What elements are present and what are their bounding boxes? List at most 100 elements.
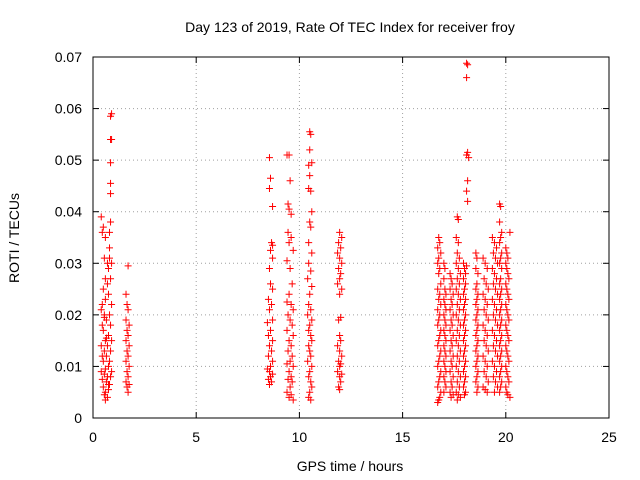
data-point [440, 311, 448, 319]
data-point [269, 316, 277, 324]
data-point [505, 275, 513, 283]
data-point [473, 311, 481, 319]
data-point [488, 234, 496, 241]
data-point [336, 254, 344, 262]
data-point [503, 326, 511, 334]
data-point [496, 218, 504, 226]
data-point [491, 316, 499, 324]
data-point [472, 301, 480, 309]
data-point [337, 270, 345, 278]
data-point [474, 368, 482, 376]
data-point [306, 388, 314, 396]
data-point [288, 378, 296, 386]
data-point [446, 347, 454, 355]
data-point [304, 311, 312, 319]
data-point [472, 285, 480, 293]
x-tick-label: 5 [192, 429, 200, 445]
data-point [306, 347, 314, 355]
data-point [265, 264, 273, 272]
data-point [101, 396, 109, 404]
data-point [504, 311, 512, 319]
data-point [465, 154, 473, 162]
data-point [335, 239, 343, 247]
data-point [462, 342, 470, 350]
data-point [454, 215, 462, 223]
data-point [440, 388, 448, 396]
data-point [102, 352, 110, 360]
data-point [448, 321, 456, 329]
data-point [124, 262, 132, 270]
data-point [99, 326, 107, 334]
grid [93, 57, 609, 418]
data-point [306, 172, 314, 180]
data-point [434, 399, 442, 407]
data-point [308, 249, 316, 257]
data-point [483, 331, 491, 339]
data-point [498, 316, 506, 324]
data-point [461, 347, 469, 355]
data-point [483, 362, 491, 370]
data-point [305, 301, 313, 309]
data-point [453, 396, 461, 404]
data-point [307, 396, 315, 404]
data-point [267, 174, 275, 182]
data-point [497, 275, 505, 283]
data-point [337, 244, 345, 252]
data-point [289, 331, 297, 339]
data-point [498, 378, 506, 386]
data-point [336, 275, 344, 283]
data-point [463, 59, 471, 67]
data-point [101, 234, 109, 241]
data-point [283, 326, 291, 334]
data-point [338, 285, 346, 293]
data-point [268, 347, 276, 355]
data-point [289, 246, 297, 254]
data-point [98, 228, 106, 236]
data-point [436, 352, 444, 360]
data-point [472, 249, 480, 257]
data-point [493, 244, 501, 252]
data-point [502, 321, 510, 329]
data-point [267, 280, 275, 288]
data-point [441, 316, 449, 324]
data-point [442, 383, 450, 391]
data-point [267, 326, 275, 334]
data-point [441, 362, 449, 370]
data-point [497, 234, 505, 241]
data-point [496, 259, 504, 267]
data-point [446, 326, 454, 334]
data-point [97, 342, 105, 350]
data-point [482, 342, 490, 350]
data-point [304, 357, 312, 365]
data-point [455, 280, 463, 288]
data-point [435, 378, 443, 386]
data-point [447, 378, 455, 386]
data-point [264, 352, 272, 360]
data-point [304, 275, 312, 283]
data-point [459, 275, 467, 283]
data-point [308, 282, 316, 290]
data-point [490, 270, 498, 278]
data-point [462, 357, 470, 365]
data-point [125, 342, 133, 350]
data-point [98, 301, 106, 309]
data-point [269, 285, 277, 293]
data-point [440, 342, 448, 350]
data-point [285, 151, 293, 159]
data-point [285, 205, 293, 213]
data-point [336, 386, 344, 394]
data-point [284, 200, 292, 208]
data-point [284, 375, 292, 383]
data-point [101, 295, 109, 303]
data-point [504, 331, 512, 339]
data-point [482, 311, 490, 319]
x-tick-label: 15 [395, 429, 411, 445]
data-point [264, 331, 272, 339]
data-point [453, 301, 461, 309]
data-point [442, 321, 450, 329]
data-point [483, 301, 491, 309]
data-point [447, 295, 455, 303]
data-point [496, 373, 504, 381]
data-point [336, 290, 344, 298]
data-point [504, 352, 512, 360]
